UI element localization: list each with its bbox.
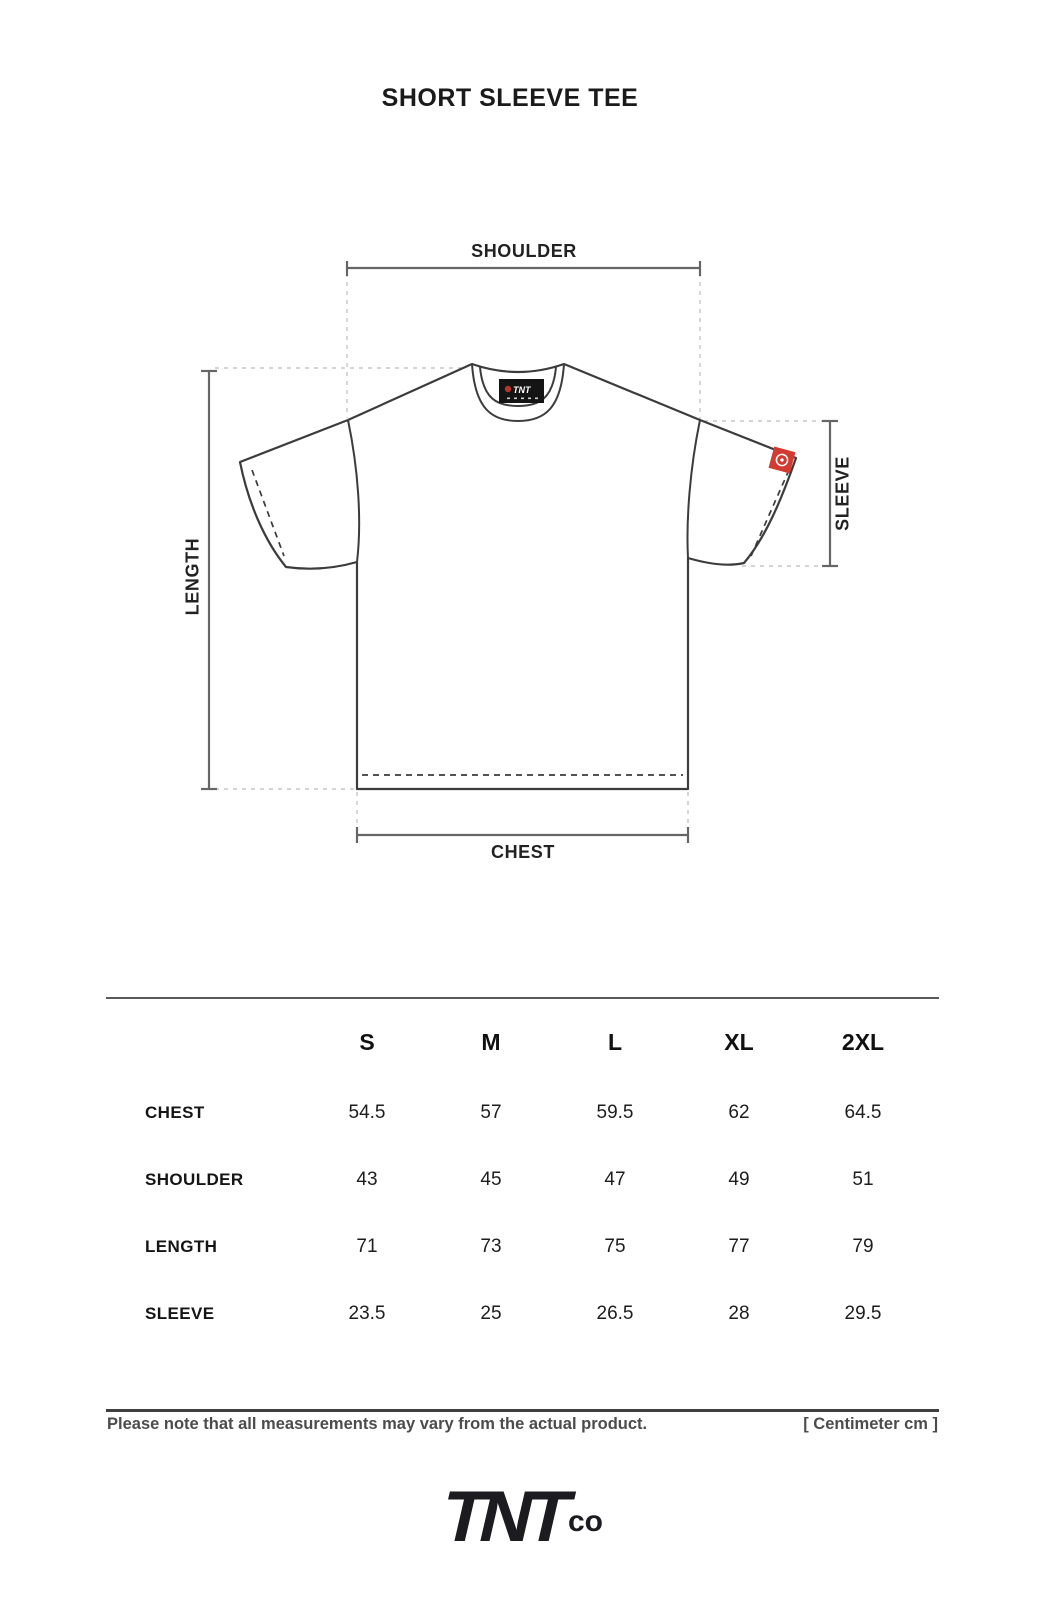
- shoulder-value-s: 43: [356, 1168, 378, 1190]
- armhole-seam-left: [347, 419, 361, 563]
- length-value-s: 71: [356, 1235, 378, 1257]
- size-column-header-m: M: [481, 1028, 501, 1055]
- neck-label: TNT: [499, 379, 544, 403]
- measurement-disclaimer: Please note that all measurements may va…: [107, 1415, 648, 1433]
- shoulder-value-l: 47: [604, 1168, 626, 1190]
- header-spacer: [105, 1012, 305, 1072]
- footer-rule: [106, 1409, 939, 1412]
- sleeve-dimension-label: SLEEVE: [832, 456, 853, 531]
- length-value-xl: 77: [728, 1235, 750, 1257]
- shoulder-value-xl: 49: [728, 1168, 750, 1190]
- page-title: SHORT SLEEVE TEE: [381, 84, 639, 112]
- chest-value-2xl: 64.5: [844, 1101, 882, 1123]
- row-label-length: LENGTH: [145, 1236, 218, 1256]
- stitch-lines: [251, 469, 790, 776]
- size-column-header-xl: XL: [724, 1028, 754, 1055]
- size-column-header-2xl: 2XL: [841, 1028, 885, 1055]
- row-label-shoulder: SHOULDER: [145, 1169, 244, 1189]
- sleeve-value-l: 26.5: [596, 1302, 634, 1324]
- size-column-header-l: L: [607, 1028, 623, 1055]
- neck-label-dot-icon: [504, 385, 512, 393]
- tee-diagram-canvas: TNT: [201, 261, 838, 843]
- sleeve-value-2xl: 29.5: [844, 1302, 882, 1324]
- collar-outer-curve: [471, 363, 565, 423]
- brand-logo-co: co: [567, 1505, 603, 1539]
- length-value-l: 75: [604, 1235, 626, 1257]
- table-top-rule: [106, 997, 939, 999]
- sleeve-value-xl: 28: [728, 1302, 750, 1324]
- sleeve-stitch-left: [251, 469, 285, 557]
- collar-band: [471, 363, 565, 423]
- neck-label-text: TNT: [513, 385, 532, 395]
- sleeve-tag-roundel-icon: [775, 453, 789, 467]
- collar-inner-curve: [479, 366, 557, 408]
- sleeve-stitch-right: [750, 469, 790, 557]
- chest-value-l: 59.5: [596, 1101, 634, 1123]
- dashed-guides: [215, 273, 825, 830]
- sleeve-value-s: 23.5: [348, 1302, 386, 1324]
- chest-value-s: 54.5: [348, 1101, 386, 1123]
- unit-note: [ Centimeter cm ]: [803, 1415, 938, 1433]
- size-column-header-s: S: [359, 1028, 375, 1055]
- row-label-chest: CHEST: [145, 1102, 205, 1122]
- armhole-seam-right: [686, 419, 701, 559]
- tee-measurement-diagram: TNT: [182, 241, 853, 862]
- measurement-lines: [201, 261, 838, 843]
- length-value-m: 73: [480, 1235, 502, 1257]
- chest-dimension-label: CHEST: [490, 842, 555, 862]
- row-label-sleeve: SLEEVE: [145, 1303, 215, 1323]
- chest-value-m: 57: [480, 1101, 502, 1123]
- sleeve-value-m: 25: [480, 1302, 502, 1324]
- shoulder-value-m: 45: [480, 1168, 502, 1190]
- size-table: S M L XL 2XL CHEST 54.5 57 59.5 62 64.5 …: [105, 1012, 925, 1347]
- sleeve-tag-icon: [768, 446, 796, 474]
- length-dimension-label: LENGTH: [182, 537, 203, 616]
- shoulder-value-2xl: 51: [852, 1168, 874, 1190]
- brand-logo-tnt: TNT: [433, 1477, 575, 1557]
- length-value-2xl: 79: [852, 1235, 874, 1257]
- chest-value-xl: 62: [728, 1101, 750, 1123]
- shoulder-dimension-label: SHOULDER: [471, 241, 577, 261]
- brand-logo: TNT co: [0, 1477, 1046, 1557]
- tee-outline: [238, 362, 798, 791]
- neck-label-size-dots: [507, 397, 538, 400]
- sleeve-tag-roundel-dot: [780, 458, 784, 462]
